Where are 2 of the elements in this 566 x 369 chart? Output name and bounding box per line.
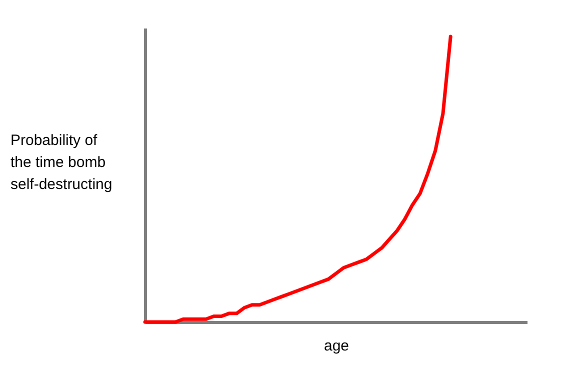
x-axis-title: age: [324, 338, 350, 354]
y-axis-title: Probability of the time bomb self-destructing: [10, 132, 112, 194]
